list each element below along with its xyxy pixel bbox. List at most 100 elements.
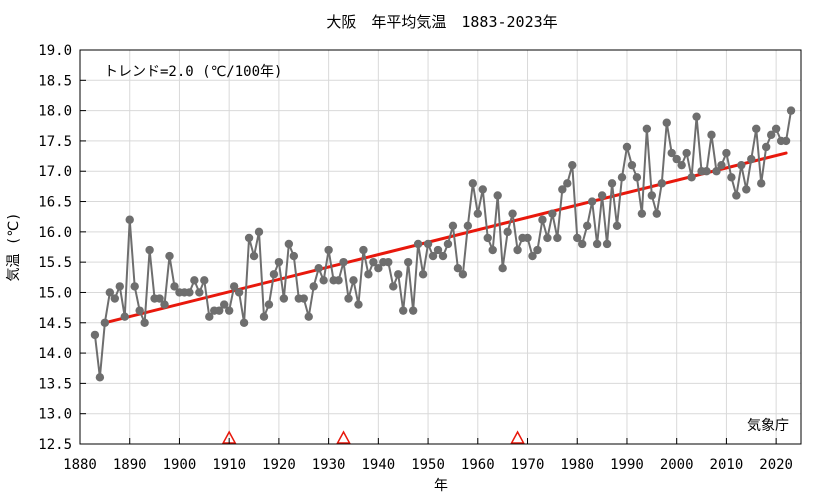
data-point [384,257,393,267]
x-axis-label: 年 [434,478,448,494]
data-point [354,300,363,309]
data-point [503,227,512,237]
data-point [443,239,453,249]
data-point [672,154,681,164]
data-point [662,118,671,127]
data-point [105,288,115,297]
data-point [130,282,139,291]
data-point [453,264,463,273]
data-point [642,124,652,133]
data-point [364,270,373,279]
data-point [573,233,582,243]
data-point [722,148,731,158]
data-point [742,185,751,194]
data-point [612,221,622,230]
data-point [488,245,497,255]
x-tick-label: 1960 [461,457,495,473]
data-point [463,221,473,230]
data-point [224,306,234,315]
data-point [543,233,552,243]
x-tick-label: 1930 [312,457,346,473]
data-point [513,245,522,255]
y-tick-label: 14.5 [38,316,72,332]
data-point [349,276,358,285]
data-point [771,124,781,133]
data-point [408,306,418,315]
x-tick-label: 1920 [262,457,296,473]
data-point [155,294,164,303]
data-point [667,148,676,158]
y-tick-label: 13.5 [38,376,72,392]
data-point [165,251,174,261]
x-tick-label: 1950 [411,457,445,473]
data-point [637,209,647,218]
data-point [622,142,632,152]
data-point [135,306,144,315]
x-tick-label: 1940 [361,457,395,473]
y-tick-label: 16.5 [38,195,72,211]
y-axis-label: 気温 (℃) [6,212,22,281]
data-point [304,312,313,321]
data-point [428,251,438,261]
data-point [737,160,746,170]
y-tick-label: 18.5 [38,73,72,89]
data-point [423,239,433,249]
data-point [747,154,756,164]
series-layer [90,106,796,382]
x-tick-label: 1900 [163,457,197,473]
data-point [259,312,269,321]
data-point [647,191,657,200]
station-change-marker [336,430,351,444]
data-point [110,294,120,303]
data-point [468,179,478,188]
data-point [757,179,766,188]
data-point [220,300,229,309]
data-point [90,330,100,340]
data-point [732,191,741,200]
data-point [498,264,507,273]
y-tick-label: 16.0 [38,225,72,241]
data-point [652,209,661,218]
data-point [334,276,343,285]
data-point [394,270,403,279]
data-point [761,142,771,152]
data-point [702,167,711,176]
data-point [627,160,637,170]
data-point [478,185,487,194]
data-point [632,173,642,182]
data-point [234,288,244,297]
data-point [418,270,428,279]
x-tick-label: 1890 [113,457,147,473]
data-point [433,245,443,255]
data-point [548,209,557,218]
data-point [359,245,368,255]
data-point [95,373,105,382]
data-point [145,245,154,255]
data-point [125,215,134,224]
y-tick-label: 12.5 [38,437,72,453]
data-point [274,257,284,267]
y-tick-label: 17.0 [38,164,72,180]
data-point [717,160,726,170]
data-point [438,251,448,261]
data-point [657,179,666,188]
data-point [229,282,239,291]
data-point [399,306,408,315]
data-point [687,173,696,182]
data-point [712,167,721,176]
data-point [369,257,378,267]
data-point [473,209,482,218]
data-point [344,294,353,303]
data-point [170,282,179,291]
data-point [374,264,383,273]
y-tick-label: 17.5 [38,134,72,150]
data-point [205,312,214,321]
data-point [523,233,532,243]
y-tick-label: 15.0 [38,285,72,301]
data-point [533,245,542,255]
data-point [403,257,413,267]
data-point [120,312,129,321]
data-point [752,124,761,133]
data-point [587,197,597,206]
data-point [528,251,537,261]
